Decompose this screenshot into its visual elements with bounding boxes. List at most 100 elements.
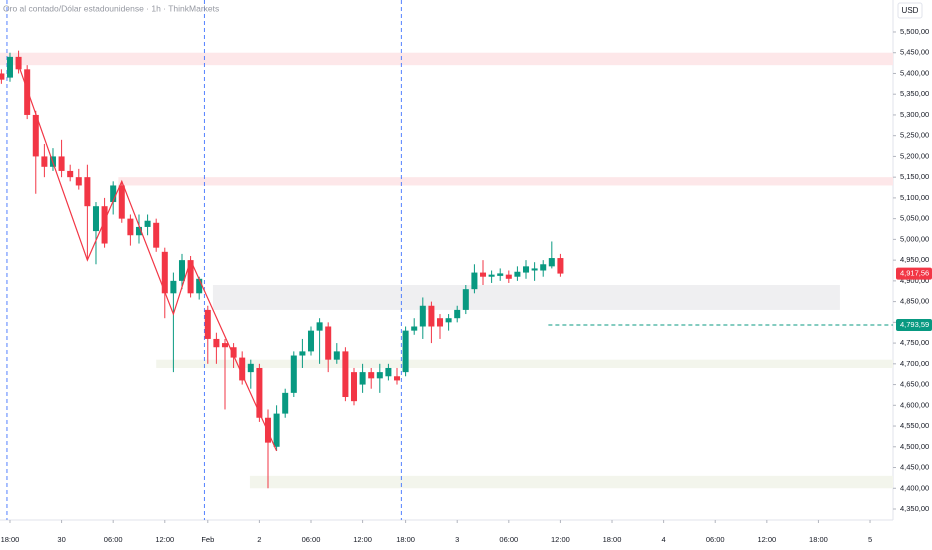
candle-body bbox=[101, 206, 108, 244]
x-tick-label: 5 bbox=[868, 535, 872, 544]
candle-body bbox=[161, 251, 168, 294]
x-tick-label: 2 bbox=[257, 535, 261, 544]
currency-button[interactable] bbox=[897, 2, 923, 19]
y-tick-label: 4,600,00 bbox=[900, 400, 929, 409]
price-label-box bbox=[896, 319, 932, 332]
y-tick-label: 4,650,00 bbox=[900, 380, 929, 389]
candle-body bbox=[153, 222, 160, 248]
candle-body bbox=[204, 309, 211, 339]
candle-body bbox=[110, 185, 117, 203]
candle-body bbox=[462, 289, 469, 310]
candle-body bbox=[316, 322, 323, 331]
candle-body bbox=[6, 56, 13, 78]
candle-body bbox=[307, 330, 315, 352]
candle-body bbox=[402, 330, 409, 373]
candle-body bbox=[454, 309, 461, 319]
zone bbox=[249, 475, 893, 489]
candle-body bbox=[24, 69, 31, 115]
y-tick-label: 5,150,00 bbox=[900, 172, 929, 181]
candle-body bbox=[230, 347, 237, 358]
candle-body bbox=[342, 351, 349, 398]
candle-body bbox=[0, 73, 5, 80]
x-tick-label: 4 bbox=[662, 535, 666, 544]
candle-body bbox=[15, 56, 22, 70]
x-tick-label: Feb bbox=[201, 535, 214, 544]
candle-body bbox=[514, 271, 521, 277]
y-tick-label: 4,500,00 bbox=[900, 442, 929, 451]
candle-body bbox=[325, 326, 332, 360]
candle-body bbox=[531, 268, 538, 271]
y-tick-label: 5,500,00 bbox=[900, 27, 929, 36]
y-tick-label: 5,300,00 bbox=[900, 110, 929, 119]
y-tick-label: 4,550,00 bbox=[900, 421, 929, 430]
candle-body bbox=[488, 274, 495, 277]
y-tick-label: 5,400,00 bbox=[900, 68, 929, 77]
y-tick-label: 4,450,00 bbox=[900, 463, 929, 472]
candle-body bbox=[471, 272, 478, 290]
y-tick-label: 5,250,00 bbox=[900, 131, 929, 140]
candle-body bbox=[540, 264, 547, 271]
candle-body bbox=[548, 258, 555, 267]
candle-body bbox=[282, 392, 289, 414]
x-tick-label: 12:00 bbox=[353, 535, 372, 544]
candle-body bbox=[393, 376, 401, 381]
candle-body bbox=[333, 351, 340, 360]
candle-body bbox=[557, 258, 564, 274]
x-tick-label: 18:00 bbox=[603, 535, 622, 544]
candle-body bbox=[67, 170, 74, 178]
x-tick-label: 12:00 bbox=[757, 535, 776, 544]
y-tick-label: 5,350,00 bbox=[900, 89, 929, 98]
x-tick-label: 06:00 bbox=[104, 535, 123, 544]
candle-body bbox=[376, 372, 383, 379]
candle-body bbox=[127, 218, 134, 236]
candle-body bbox=[505, 274, 512, 279]
currency[interactable]: USD bbox=[902, 6, 919, 15]
y-tick-label: 4,950,00 bbox=[900, 255, 929, 264]
zone bbox=[156, 359, 894, 368]
zigzag bbox=[18, 64, 278, 452]
candle-body bbox=[436, 318, 444, 327]
candle-body bbox=[247, 363, 254, 373]
candle-body bbox=[221, 343, 229, 348]
x-tick-label: 06:00 bbox=[302, 535, 321, 544]
candle-body bbox=[32, 114, 39, 157]
y-tick-label: 4,700,00 bbox=[900, 359, 929, 368]
candle-body bbox=[273, 413, 280, 447]
y-tick-label: 5,100,00 bbox=[900, 193, 929, 202]
x-tick-label: 18:00 bbox=[396, 535, 415, 544]
x-tick-label: 18:00 bbox=[809, 535, 828, 544]
candle-body bbox=[419, 305, 426, 327]
y-tick-label: 4,350,00 bbox=[900, 504, 929, 513]
candle-body bbox=[75, 177, 82, 186]
candle-body bbox=[359, 372, 366, 385]
candle-body bbox=[385, 367, 392, 377]
candle-body bbox=[264, 417, 272, 443]
zone bbox=[212, 285, 840, 310]
x-tick-label: 12:00 bbox=[155, 535, 174, 544]
y-tick-label: 5,000,00 bbox=[900, 234, 929, 243]
candle-body bbox=[299, 351, 306, 356]
candle-body bbox=[144, 220, 151, 227]
x-tick-label: 18:00 bbox=[1, 535, 20, 544]
candle-body bbox=[497, 273, 504, 276]
y-tick-label: 5,200,00 bbox=[900, 151, 929, 160]
candle-body bbox=[350, 372, 358, 402]
candle-body bbox=[290, 355, 297, 393]
y-tick-label: 4,750,00 bbox=[900, 338, 929, 347]
x-tick-label: 30 bbox=[57, 535, 65, 544]
candle-body bbox=[92, 206, 99, 232]
candle-body bbox=[178, 260, 185, 281]
x-tick-label: 3 bbox=[455, 535, 459, 544]
price-label: 4,793,59 bbox=[900, 320, 929, 329]
x-tick-label: 06:00 bbox=[499, 535, 518, 544]
candle-body bbox=[479, 272, 487, 277]
zone bbox=[0, 52, 893, 66]
zone bbox=[118, 177, 893, 186]
x-tick-label: 12:00 bbox=[551, 535, 570, 544]
candle-body bbox=[118, 185, 125, 219]
x-tick-label: 06:00 bbox=[706, 535, 725, 544]
candle-body bbox=[239, 357, 246, 381]
candle-body bbox=[41, 156, 48, 167]
candle-body bbox=[58, 156, 65, 171]
candle-body bbox=[256, 367, 263, 418]
